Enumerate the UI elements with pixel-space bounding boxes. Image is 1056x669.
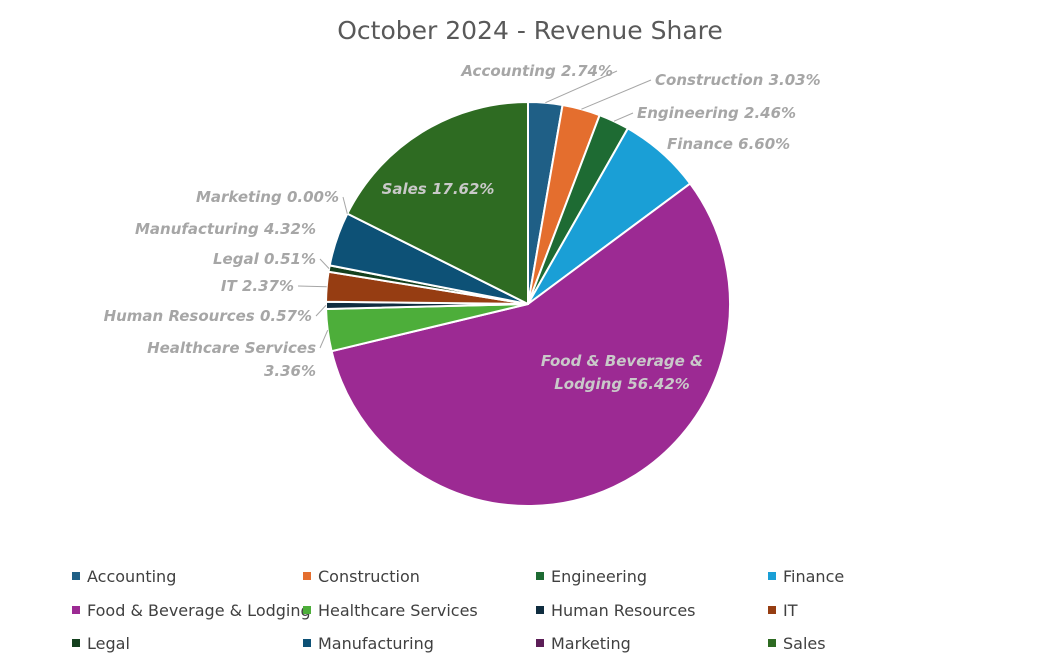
leader-line-legal [319, 258, 330, 269]
data-label-food-and-beverage-and-lodging: Food & Beverage & Lodging 56.42% [541, 352, 703, 393]
legend-label-finance: Finance [783, 567, 844, 586]
data-label-marketing: Marketing 0.00% [196, 188, 339, 206]
pie-slices [324, 101, 731, 508]
leader-line-construction [581, 79, 652, 110]
legend-label-food-and-beverage-and-lodging: Food & Beverage & Lodging [87, 601, 311, 620]
data-label-construction: Construction 3.03% [655, 71, 821, 89]
legend-label-legal: Legal [87, 634, 130, 653]
legend-label-engineering: Engineering [551, 567, 647, 586]
legend-label-manufacturing: Manufacturing [318, 634, 434, 653]
legend-swatch-healthcare-services [303, 606, 311, 614]
leader-lines [297, 70, 652, 349]
leader-line-human-resources [315, 304, 327, 317]
leader-line-engineering [613, 112, 634, 122]
legend-label-accounting: Accounting [87, 567, 176, 586]
legend-swatch-food-and-beverage-and-lodging [72, 606, 80, 614]
data-label-sales: Sales 17.62% [382, 180, 495, 198]
data-label-healthcare-services: Healthcare Services 3.36% [147, 339, 316, 380]
legend-swatch-it [768, 606, 776, 614]
legend-swatch-construction [303, 572, 311, 580]
data-label-manufacturing: Manufacturing 4.32% [135, 220, 316, 238]
legend-swatch-manufacturing [303, 639, 311, 647]
legend-swatch-sales [768, 639, 776, 647]
chart-title: October 2024 - Revenue Share [337, 16, 723, 45]
data-label-it: IT 2.37% [221, 277, 294, 295]
leader-line-marketing [342, 196, 348, 214]
legend: Accounting Construction Engineering Finance… [72, 567, 844, 653]
legend-label-human-resources: Human Resources [551, 601, 696, 620]
legend-swatch-engineering [536, 572, 544, 580]
data-labels: Accounting 2.74% Construction 3.03% Engine… [104, 62, 821, 393]
data-label-finance: Finance 6.60% [667, 135, 790, 153]
slice-food-and-beverage-and-lodging [330, 182, 731, 508]
legend-swatch-human-resources [536, 606, 544, 614]
legend-label-healthcare-services: Healthcare Services [318, 601, 478, 620]
legend-label-construction: Construction [318, 567, 420, 586]
legend-label-sales: Sales [783, 634, 826, 653]
data-label-legal: Legal 0.51% [213, 250, 316, 268]
leader-line-accounting [545, 70, 618, 104]
data-label-accounting: Accounting 2.74% [460, 62, 613, 80]
legend-swatch-marketing [536, 639, 544, 647]
legend-swatch-finance [768, 572, 776, 580]
data-label-engineering: Engineering 2.46% [637, 104, 796, 122]
slice-sales [346, 101, 529, 305]
leader-line-healthcare-services [319, 330, 329, 349]
legend-swatch-legal [72, 639, 80, 647]
legend-swatch-accounting [72, 572, 80, 580]
legend-label-it: IT [783, 601, 798, 620]
data-label-human-resources: Human Resources 0.57% [104, 307, 312, 325]
legend-label-marketing: Marketing [551, 634, 631, 653]
leader-line-it [297, 285, 327, 288]
